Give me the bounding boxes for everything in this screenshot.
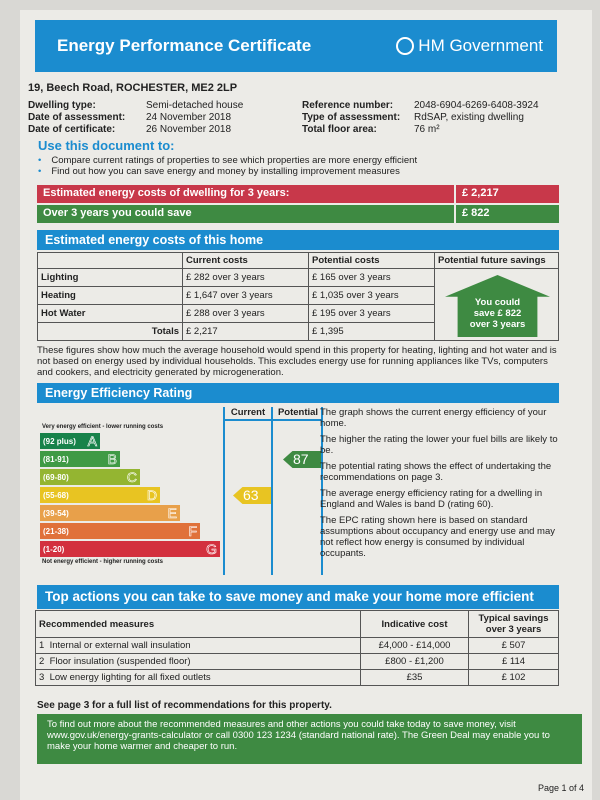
header-bar: Energy Performance Certificate HM Govern…: [35, 20, 557, 72]
gov-logo: HM Government: [396, 36, 543, 56]
save-value: £ 822: [454, 205, 559, 223]
cost-value: £ 2,217: [454, 185, 559, 203]
table-row: Heating £ 1,647 over 3 years £ 1,035 over …: [37, 286, 559, 305]
band-b: (81-91) B: [40, 451, 120, 467]
costs-table: Current costs Potential costs Potential fu…: [37, 252, 559, 341]
detail-label: Type of assessment:: [302, 112, 401, 123]
band-d: (55-68) D: [40, 487, 160, 503]
current-rating-arrow: 63: [233, 487, 271, 504]
current-header: Current: [230, 407, 266, 418]
band-range: (81-91): [43, 454, 69, 464]
actions-table: Recommended measures Indicative cost Typic…: [35, 610, 559, 686]
potential-rating-arrow: 87: [283, 451, 321, 468]
detail-label: Date of assessment:: [28, 112, 126, 123]
col-header: Potential costs: [308, 252, 435, 269]
use-title: Use this document to:: [38, 138, 175, 153]
detail-label: Reference number:: [302, 100, 394, 111]
table-row: 3 Low energy lighting for all fixed outl…: [35, 669, 559, 686]
band-letter: D: [146, 487, 158, 504]
band-letter: F: [188, 523, 197, 540]
detail-value: 2048-6904-6269-6408-3924: [414, 100, 539, 111]
band-range: (1-20): [43, 544, 65, 554]
detail-value: 76 m²: [414, 124, 440, 135]
band-range: (92 plus): [43, 436, 76, 446]
cost-summary-bar: Estimated energy costs of dwelling for 3…: [37, 185, 559, 203]
col-header: Potential future savings: [434, 252, 559, 269]
detail-value: 24 November 2018: [146, 112, 232, 123]
col-header: Recommended measures: [35, 610, 361, 638]
band-a: (92 plus) A: [40, 433, 100, 449]
detail-label: Total floor area:: [302, 124, 377, 135]
band-range: (55-68): [43, 490, 69, 500]
col-header: Current costs: [182, 252, 309, 269]
rating-section-title: Energy Efficiency Rating: [37, 383, 559, 403]
saving-summary-bar: Over 3 years you could save £ 822: [37, 205, 559, 223]
col-header: Typical savings over 3 years: [468, 610, 559, 638]
certificate-page: Energy Performance Certificate HM Govern…: [20, 10, 592, 800]
title: Energy Performance Certificate: [57, 36, 312, 55]
potential-header: Potential: [277, 407, 319, 418]
band-letter: G: [206, 541, 217, 558]
page-number: Page 1 of 4: [538, 783, 585, 793]
detail-value: Semi-detached house: [146, 100, 244, 111]
details-left: Dwelling type: Semi-detached house Date o…: [28, 100, 243, 136]
savings-arrow: You could save £ 822 over 3 years: [445, 275, 550, 337]
table-row: 1 Internal or external wall insulation £4…: [35, 637, 559, 654]
detail-value: RdSAP, existing dwelling: [414, 112, 524, 123]
cost-label: Estimated energy costs of dwelling for 3…: [43, 187, 290, 199]
bullet: Find out how you can save energy and mon…: [51, 166, 400, 177]
crest-icon: [396, 37, 415, 55]
costs-note: These figures show how much the average …: [37, 345, 557, 378]
use-bullets: • Compare current ratings of properties t…: [38, 155, 418, 177]
band-c: (69-80) C: [40, 469, 140, 485]
band-letter: B: [107, 451, 117, 468]
detail-label: Dwelling type:: [28, 100, 96, 111]
potential-column: [273, 407, 323, 575]
detail-value: 26 November 2018: [146, 124, 232, 135]
bullet: Compare current ratings of properties to…: [51, 155, 418, 166]
band-range: (39-54): [43, 508, 69, 518]
costs-section-title: Estimated energy costs of this home: [37, 230, 559, 250]
band-f: (21-38) F: [40, 523, 200, 539]
col-header: Indicative cost: [360, 610, 469, 638]
address: 19, Beech Road, ROCHESTER, ME2 2LP: [28, 82, 238, 94]
table-row: Totals £ 2,217 £ 1,395: [37, 322, 559, 341]
bottom-caption: Not energy efficient - higher running co…: [42, 559, 164, 565]
detail-label: Date of certificate:: [28, 124, 116, 135]
save-label: Over 3 years you could save: [43, 207, 192, 219]
details-right: Reference number: 2048-6904-6269-6408-392…: [302, 100, 539, 136]
rating-explanation: The graph shows the current energy effic…: [320, 407, 558, 559]
band-letter: A: [87, 433, 97, 450]
table-row: 2 Floor insulation (suspended floor) £800…: [35, 653, 559, 670]
band-range: (69-80): [43, 472, 69, 482]
band-e: (39-54) E: [40, 505, 180, 521]
band-range: (21-38): [43, 526, 69, 536]
table-row: Lighting £ 282 over 3 years £ 165 over 3 y…: [37, 268, 559, 341]
savings-cell: You could save £ 822 over 3 years: [434, 268, 559, 341]
band-letter: C: [126, 469, 138, 486]
see-page-note: See page 3 for a full list of recommenda…: [37, 700, 332, 711]
actions-section-title: Top actions you can take to save money a…: [37, 585, 559, 609]
gov-label: HM Government: [418, 36, 543, 55]
band-letter: E: [167, 505, 177, 522]
top-caption: Very energy efficient - lower running co…: [42, 424, 164, 430]
rating-chart: Very energy efficient - lower running co…: [37, 407, 323, 577]
band-g: (1-20) G: [40, 541, 220, 557]
current-column: [223, 407, 273, 575]
green-deal-box: To find out more about the recommended m…: [37, 714, 582, 764]
